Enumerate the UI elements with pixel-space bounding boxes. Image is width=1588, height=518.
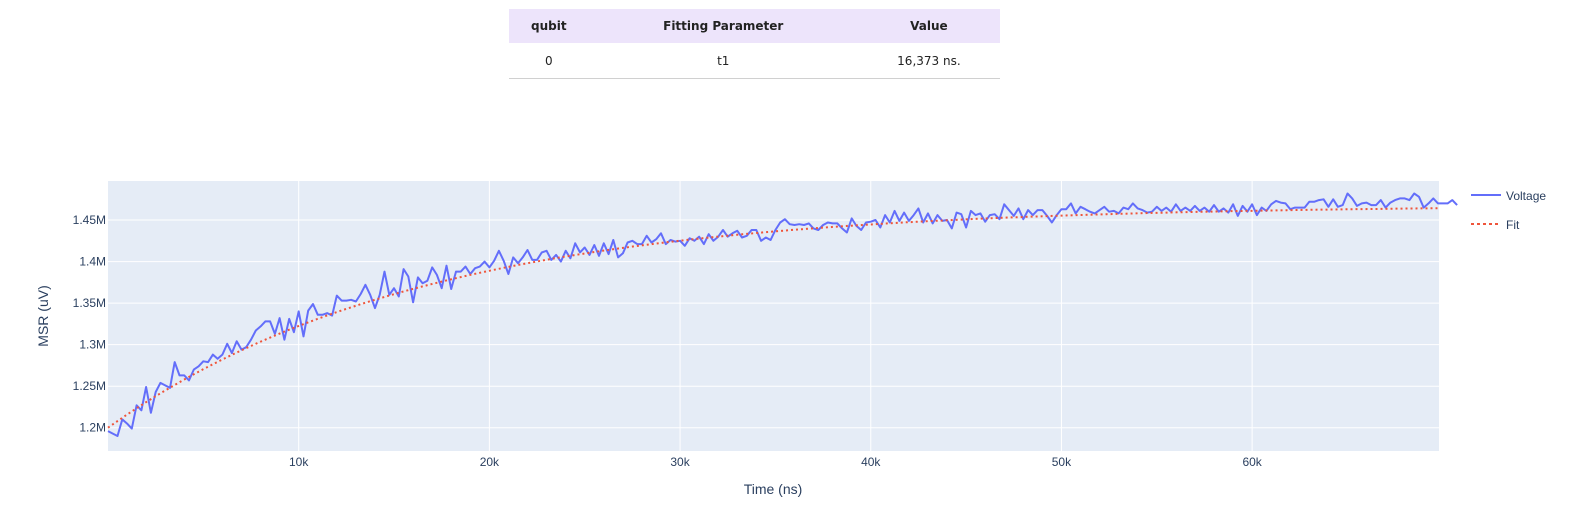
column-header-fitting-parameter: Fitting Parameter <box>588 9 858 43</box>
cell-qubit: 0 <box>509 43 589 79</box>
y-tick-labels: 1.2M 1.25M 1.3M 1.35M 1.4M 1.45M <box>73 213 106 435</box>
fit-results-table: qubit Fitting Parameter Value 0 t1 16,37… <box>509 9 1000 79</box>
x-tick-label: 10k <box>289 455 309 469</box>
cell-value: 16,373 ns. <box>857 43 1000 79</box>
column-header-qubit: qubit <box>509 9 589 43</box>
y-tick-label: 1.4M <box>79 255 106 269</box>
legend-item-fit[interactable]: Fit <box>1471 218 1520 232</box>
grid-lines <box>108 181 1439 451</box>
legend: Voltage Fit <box>1471 189 1546 232</box>
y-axis-title: MSR (uV) <box>35 285 51 346</box>
legend-label-voltage: Voltage <box>1506 189 1546 203</box>
series-layer <box>107 192 1458 437</box>
plot-background <box>108 181 1439 451</box>
x-tick-labels: 10k 20k 30k 40k 50k 60k <box>289 455 1263 469</box>
x-tick-label: 20k <box>480 455 500 469</box>
y-tick-label: 1.25M <box>73 379 106 393</box>
column-header-value: Value <box>857 9 1000 43</box>
x-tick-label: 30k <box>670 455 690 469</box>
cell-parameter: t1 <box>588 43 858 79</box>
series-line-voltage <box>107 192 1458 437</box>
series-line-fit <box>107 207 1440 429</box>
x-tick-label: 40k <box>861 455 881 469</box>
x-tick-label: 60k <box>1242 455 1262 469</box>
x-tick-label: 50k <box>1052 455 1072 469</box>
y-tick-label: 1.45M <box>73 213 106 227</box>
legend-item-voltage[interactable]: Voltage <box>1471 189 1546 203</box>
x-axis-title: Time (ns) <box>744 481 803 497</box>
y-tick-label: 1.2M <box>79 421 106 435</box>
legend-label-fit: Fit <box>1506 218 1520 232</box>
y-tick-label: 1.35M <box>73 296 106 310</box>
table-row: 0 t1 16,373 ns. <box>509 43 1000 79</box>
y-tick-label: 1.3M <box>79 338 106 352</box>
table-header-row: qubit Fitting Parameter Value <box>509 9 1000 43</box>
